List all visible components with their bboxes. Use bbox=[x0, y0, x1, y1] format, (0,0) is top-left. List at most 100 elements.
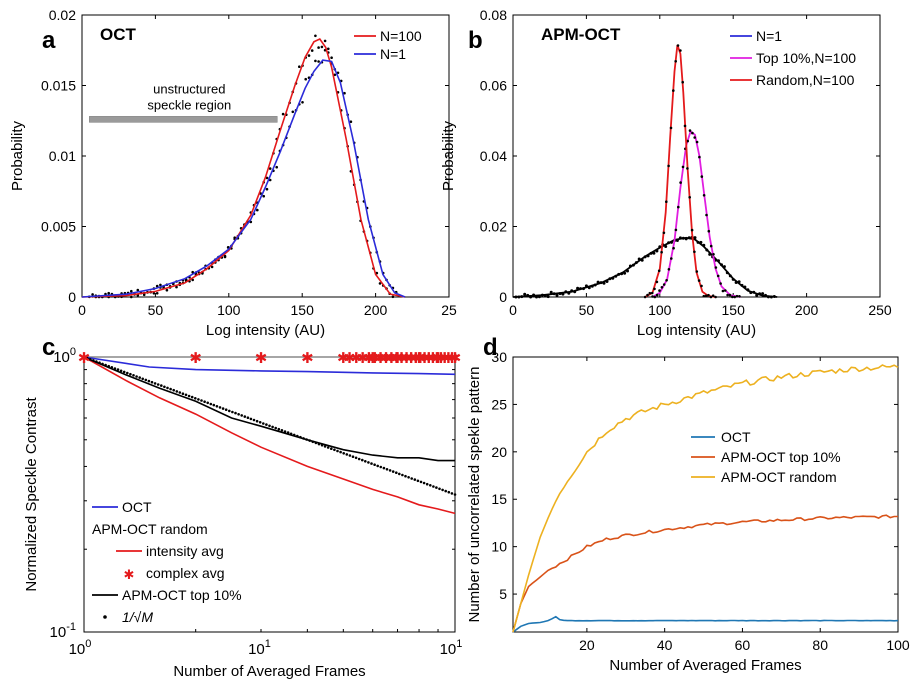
reference-dot bbox=[395, 471, 398, 475]
complex-avg-marker: ✱ bbox=[385, 350, 398, 367]
legend-label: N=1 bbox=[756, 28, 782, 44]
reference-dot bbox=[240, 414, 243, 417]
data-dot bbox=[709, 295, 713, 299]
reference-dot bbox=[376, 464, 380, 468]
reference-dot bbox=[110, 366, 114, 369]
reference-dot bbox=[345, 453, 349, 456]
legend-group-heading: APM-OCT random bbox=[92, 521, 208, 537]
reference-dot bbox=[342, 452, 346, 455]
data-dot bbox=[159, 283, 162, 287]
complex-avg-marker: ✱ bbox=[442, 350, 455, 367]
reference-dot bbox=[258, 421, 262, 424]
data-dot bbox=[275, 165, 279, 169]
complex-avg-marker: ✱ bbox=[449, 350, 462, 367]
data-dot bbox=[735, 294, 739, 298]
data-dot bbox=[690, 228, 694, 232]
legend-marker bbox=[103, 615, 107, 619]
reference-dot bbox=[144, 378, 148, 382]
complex-avg-marker: ✱ bbox=[427, 350, 440, 367]
legend-label: Random,N=100 bbox=[756, 72, 855, 88]
tick-base: 10 bbox=[50, 624, 67, 641]
data-dot bbox=[320, 45, 324, 49]
data-dot bbox=[704, 294, 708, 298]
reference-dot bbox=[268, 424, 271, 428]
complex-avg-marker: ✱ bbox=[438, 350, 451, 367]
series-line-0 bbox=[81, 37, 406, 298]
data-dot bbox=[643, 295, 647, 299]
reference-dot bbox=[351, 455, 355, 459]
reference-dot bbox=[422, 481, 426, 485]
data-dot bbox=[262, 194, 266, 198]
data-dot bbox=[646, 293, 649, 297]
reference-dot bbox=[317, 442, 321, 446]
data-dot bbox=[681, 165, 685, 169]
data-dot bbox=[665, 200, 668, 203]
data-dot bbox=[378, 282, 382, 285]
data-dot bbox=[136, 288, 140, 292]
complex-avg-marker: ✱ bbox=[78, 350, 91, 367]
reference-dot bbox=[262, 422, 265, 425]
data-dot bbox=[546, 295, 550, 299]
data-dot bbox=[307, 54, 311, 57]
reference-dot bbox=[425, 482, 429, 486]
data-dot bbox=[314, 59, 317, 63]
x-tick-label: 200 bbox=[364, 302, 388, 318]
data-dot bbox=[323, 39, 327, 43]
legend-marker: ✱ bbox=[124, 567, 135, 582]
data-dot bbox=[265, 176, 269, 180]
x-axis-label: Log intensity (AU) bbox=[637, 322, 756, 339]
reference-dot bbox=[221, 407, 225, 410]
panel-letter: d bbox=[483, 334, 498, 361]
data-dot bbox=[693, 136, 696, 139]
legend-label: APM-OCT top 10% bbox=[122, 587, 242, 603]
data-dot bbox=[298, 65, 301, 68]
data-dot bbox=[669, 126, 673, 130]
x-tick-label: 0 bbox=[509, 302, 517, 318]
reference-dot bbox=[197, 398, 200, 401]
reference-dot bbox=[166, 386, 169, 390]
reference-dot bbox=[246, 416, 250, 420]
reference-dot bbox=[119, 369, 123, 373]
legend-label: N=1 bbox=[380, 46, 406, 62]
data-dot bbox=[714, 266, 718, 269]
reference-dot bbox=[419, 480, 423, 484]
reference-dot bbox=[302, 437, 305, 440]
y-tick-label: 0.08 bbox=[480, 7, 507, 23]
y-tick-label: 0.02 bbox=[49, 7, 76, 23]
data-dot bbox=[670, 257, 673, 260]
data-dot bbox=[333, 73, 337, 77]
x-axis-label: Log intensity (AU) bbox=[206, 322, 325, 339]
x-tick-label: 200 bbox=[795, 302, 819, 318]
data-dot bbox=[714, 295, 717, 299]
data-dot bbox=[658, 289, 661, 292]
data-dot bbox=[726, 293, 729, 297]
data-dot bbox=[676, 44, 680, 47]
reference-dot bbox=[132, 374, 135, 377]
data-dot bbox=[705, 213, 708, 217]
x-tick-label: 20 bbox=[579, 637, 595, 653]
reference-dot bbox=[441, 488, 444, 492]
tick-base: 10 bbox=[248, 641, 265, 658]
reference-dot bbox=[126, 371, 129, 375]
data-dot bbox=[175, 285, 178, 289]
y-tick-label: 0.015 bbox=[41, 78, 76, 94]
complex-avg-marker: ✱ bbox=[380, 350, 393, 367]
reference-dot bbox=[398, 472, 401, 476]
tick-exponent: 1 bbox=[265, 638, 271, 650]
y-tick-label: 15 bbox=[491, 491, 507, 507]
y-tick-label: 30 bbox=[491, 349, 507, 365]
y-tick-label: 100 bbox=[53, 346, 76, 366]
x-tick-label: 25 bbox=[441, 302, 457, 318]
complex-avg-marker: ✱ bbox=[395, 350, 408, 367]
series-line-1 bbox=[81, 59, 406, 298]
reference-dot bbox=[333, 448, 336, 452]
reference-dot bbox=[160, 384, 163, 387]
x-tick-label: 50 bbox=[148, 302, 164, 318]
series-line-1 bbox=[652, 129, 741, 298]
reference-dot bbox=[228, 409, 231, 413]
complex-avg-marker: ✱ bbox=[435, 350, 448, 367]
y-axis-label: Normalized Speckle Contrast bbox=[23, 397, 40, 592]
legend-label: Top 10%,N=100 bbox=[756, 50, 856, 66]
reference-dot bbox=[116, 368, 120, 371]
